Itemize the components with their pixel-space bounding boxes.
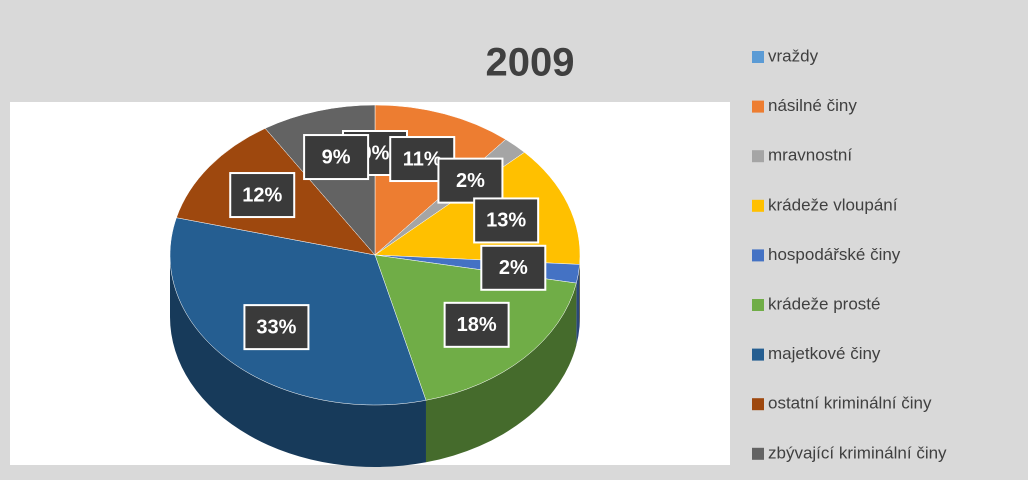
pie-side xyxy=(170,255,426,468)
legend-swatch xyxy=(752,299,764,311)
data-label-box xyxy=(303,134,370,181)
data-label: 9% xyxy=(322,146,351,168)
data-label: 11% xyxy=(403,148,442,170)
pie-side xyxy=(425,283,577,463)
legend-swatch xyxy=(752,398,764,411)
data-label-box xyxy=(473,197,540,244)
legend-label: majetkové činy xyxy=(768,344,881,363)
data-label: 13% xyxy=(486,210,526,232)
legend-swatch xyxy=(752,100,764,113)
legend-label: krádeže vloupání xyxy=(768,195,898,214)
legend-swatch xyxy=(752,150,764,163)
data-label-box xyxy=(443,301,510,348)
chart-title: 2009 xyxy=(486,41,575,85)
legend-swatch xyxy=(752,447,764,460)
pie-side xyxy=(576,264,580,346)
data-label: 12% xyxy=(242,184,282,206)
legend-label: vraždy xyxy=(768,46,819,65)
data-label-box xyxy=(229,172,296,219)
data-label: 18% xyxy=(457,314,497,336)
legend-label: zbývající kriminální činy xyxy=(768,443,947,462)
legend-label: mravnostní xyxy=(768,146,852,165)
data-label-box xyxy=(480,244,547,291)
data-label: 2% xyxy=(499,257,528,279)
legend-swatch xyxy=(752,348,764,361)
legend-swatch xyxy=(752,51,764,63)
legend-label: hospodářské činy xyxy=(768,245,901,264)
legend-label: násilné činy xyxy=(768,96,857,115)
legend-label: krádeže prosté xyxy=(768,294,880,313)
data-label: 2% xyxy=(456,170,485,192)
data-label-box xyxy=(437,157,504,204)
data-label: 33% xyxy=(256,316,296,338)
legend-label: ostatní kriminální činy xyxy=(768,394,932,413)
legend-swatch xyxy=(752,199,764,212)
data-label-box xyxy=(243,304,310,351)
legend-swatch xyxy=(752,249,764,262)
